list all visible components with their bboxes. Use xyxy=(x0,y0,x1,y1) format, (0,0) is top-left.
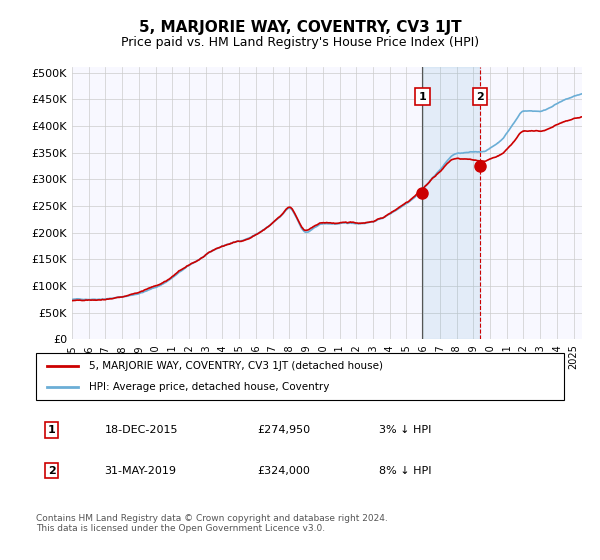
Text: HPI: Average price, detached house, Coventry: HPI: Average price, detached house, Cove… xyxy=(89,382,329,392)
Text: £324,000: £324,000 xyxy=(258,466,311,475)
Text: 8% ↓ HPI: 8% ↓ HPI xyxy=(379,466,432,475)
Text: 2: 2 xyxy=(48,466,56,475)
Text: 31-MAY-2019: 31-MAY-2019 xyxy=(104,466,176,475)
Text: 1: 1 xyxy=(48,424,56,435)
Text: 3% ↓ HPI: 3% ↓ HPI xyxy=(379,424,431,435)
Bar xyxy=(422,67,480,339)
FancyBboxPatch shape xyxy=(36,353,564,400)
Text: 1: 1 xyxy=(419,91,427,101)
Text: 2: 2 xyxy=(476,91,484,101)
Text: 5, MARJORIE WAY, COVENTRY, CV3 1JT: 5, MARJORIE WAY, COVENTRY, CV3 1JT xyxy=(139,20,461,35)
Text: £274,950: £274,950 xyxy=(258,424,311,435)
Text: Price paid vs. HM Land Registry's House Price Index (HPI): Price paid vs. HM Land Registry's House … xyxy=(121,36,479,49)
Text: 5, MARJORIE WAY, COVENTRY, CV3 1JT (detached house): 5, MARJORIE WAY, COVENTRY, CV3 1JT (deta… xyxy=(89,361,383,371)
Text: Contains HM Land Registry data © Crown copyright and database right 2024.
This d: Contains HM Land Registry data © Crown c… xyxy=(36,514,388,534)
Text: 18-DEC-2015: 18-DEC-2015 xyxy=(104,424,178,435)
